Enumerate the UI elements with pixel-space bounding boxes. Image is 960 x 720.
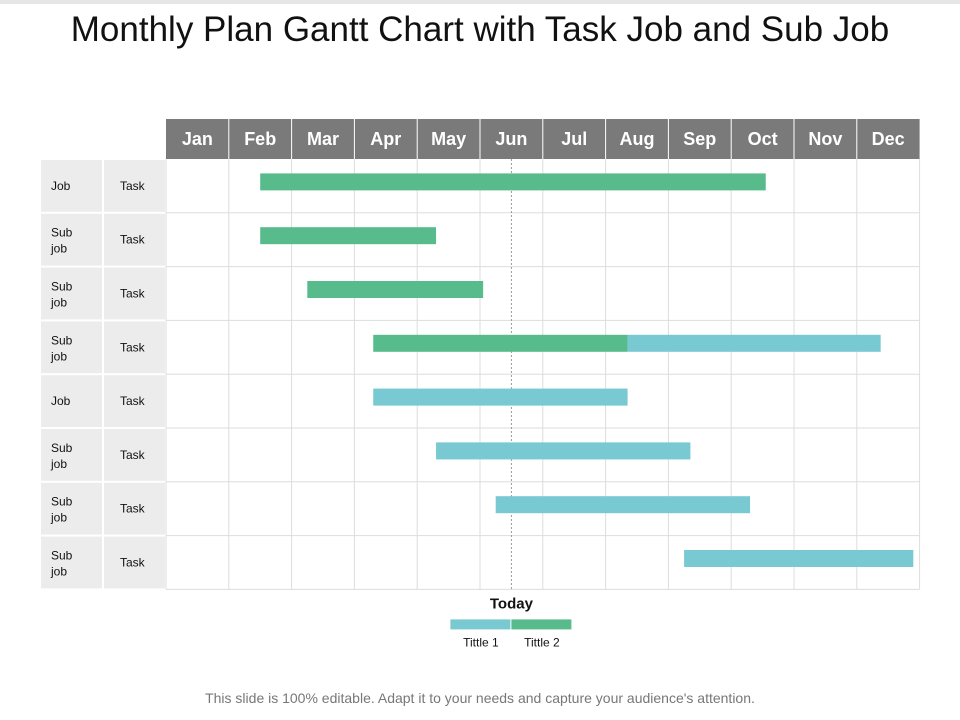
gantt-chart: Jan Feb Mar Apr May Jun Jul Aug Sep Oct Nov Dec Job T… [41,119,921,649]
month-label: Apr [370,129,401,149]
row-task-label: Task [120,287,146,301]
row-category-cell [41,482,102,535]
row-category-cell [41,375,102,427]
legend-label: Tittle 1 [463,635,499,649]
row-category-cell [41,536,102,589]
row-task-cell [104,482,165,535]
month-label: Jun [495,129,527,149]
month-label: Feb [244,129,276,149]
row-category-cell [41,160,102,212]
row-category-cell [41,213,102,266]
month-label: Oct [748,129,778,149]
month-label: Sep [683,129,716,149]
month-label: Aug [620,129,655,149]
top-border [0,0,960,4]
row-task-label: Task [120,502,146,516]
legend-swatch [450,619,511,630]
row-task-cell [104,321,165,374]
gantt-bar [436,442,691,460]
row-task-cell [104,375,165,427]
row-category-cell [41,321,102,374]
row-category-label: Sub job [50,333,73,363]
gantt-bar [373,334,628,352]
month-label: Mar [307,129,339,149]
row-category-label: Sub job [50,549,73,579]
row-category-label: Sub job [50,226,73,256]
gantt-bar [373,388,628,406]
month-label: Dec [872,129,905,149]
row-task-label: Task [120,233,146,247]
row-category-label: Sub job [50,280,73,310]
row-task-cell [104,429,165,481]
row-task-cell [104,160,165,212]
legend-label: Tittle 2 [524,635,560,649]
footer-note: This slide is 100% editable. Adapt it to… [205,690,755,706]
gantt-bar [684,550,914,567]
month-label: Jan [182,129,213,149]
row-category-cell [41,267,102,320]
row-category-label: Sub job [50,495,73,525]
month-label: May [431,129,466,149]
row-category-label: Job [51,394,71,408]
row-task-label: Task [120,448,146,462]
month-label: Jul [561,129,587,149]
page-title: Monthly Plan Gantt Chart with Task Job a… [70,10,890,49]
row-task-label: Task [120,556,146,570]
gantt-bar [495,496,751,514]
row-category-label: Sub job [50,441,73,471]
row-task-cell [104,213,165,266]
gantt-bar [627,334,881,352]
row-task-label: Task [120,340,146,354]
month-label: Nov [808,129,842,149]
row-task-cell [104,267,165,320]
row-category-cell [41,429,102,481]
row-task-cell [104,536,165,589]
gantt-bar [307,281,484,298]
gantt-bar [260,173,766,191]
gantt-bar [260,227,437,245]
row-task-label: Task [120,394,146,408]
row-category-label: Job [51,179,71,193]
today-label: Today [490,595,534,612]
legend-swatch [511,619,572,630]
row-task-label: Task [120,179,146,193]
